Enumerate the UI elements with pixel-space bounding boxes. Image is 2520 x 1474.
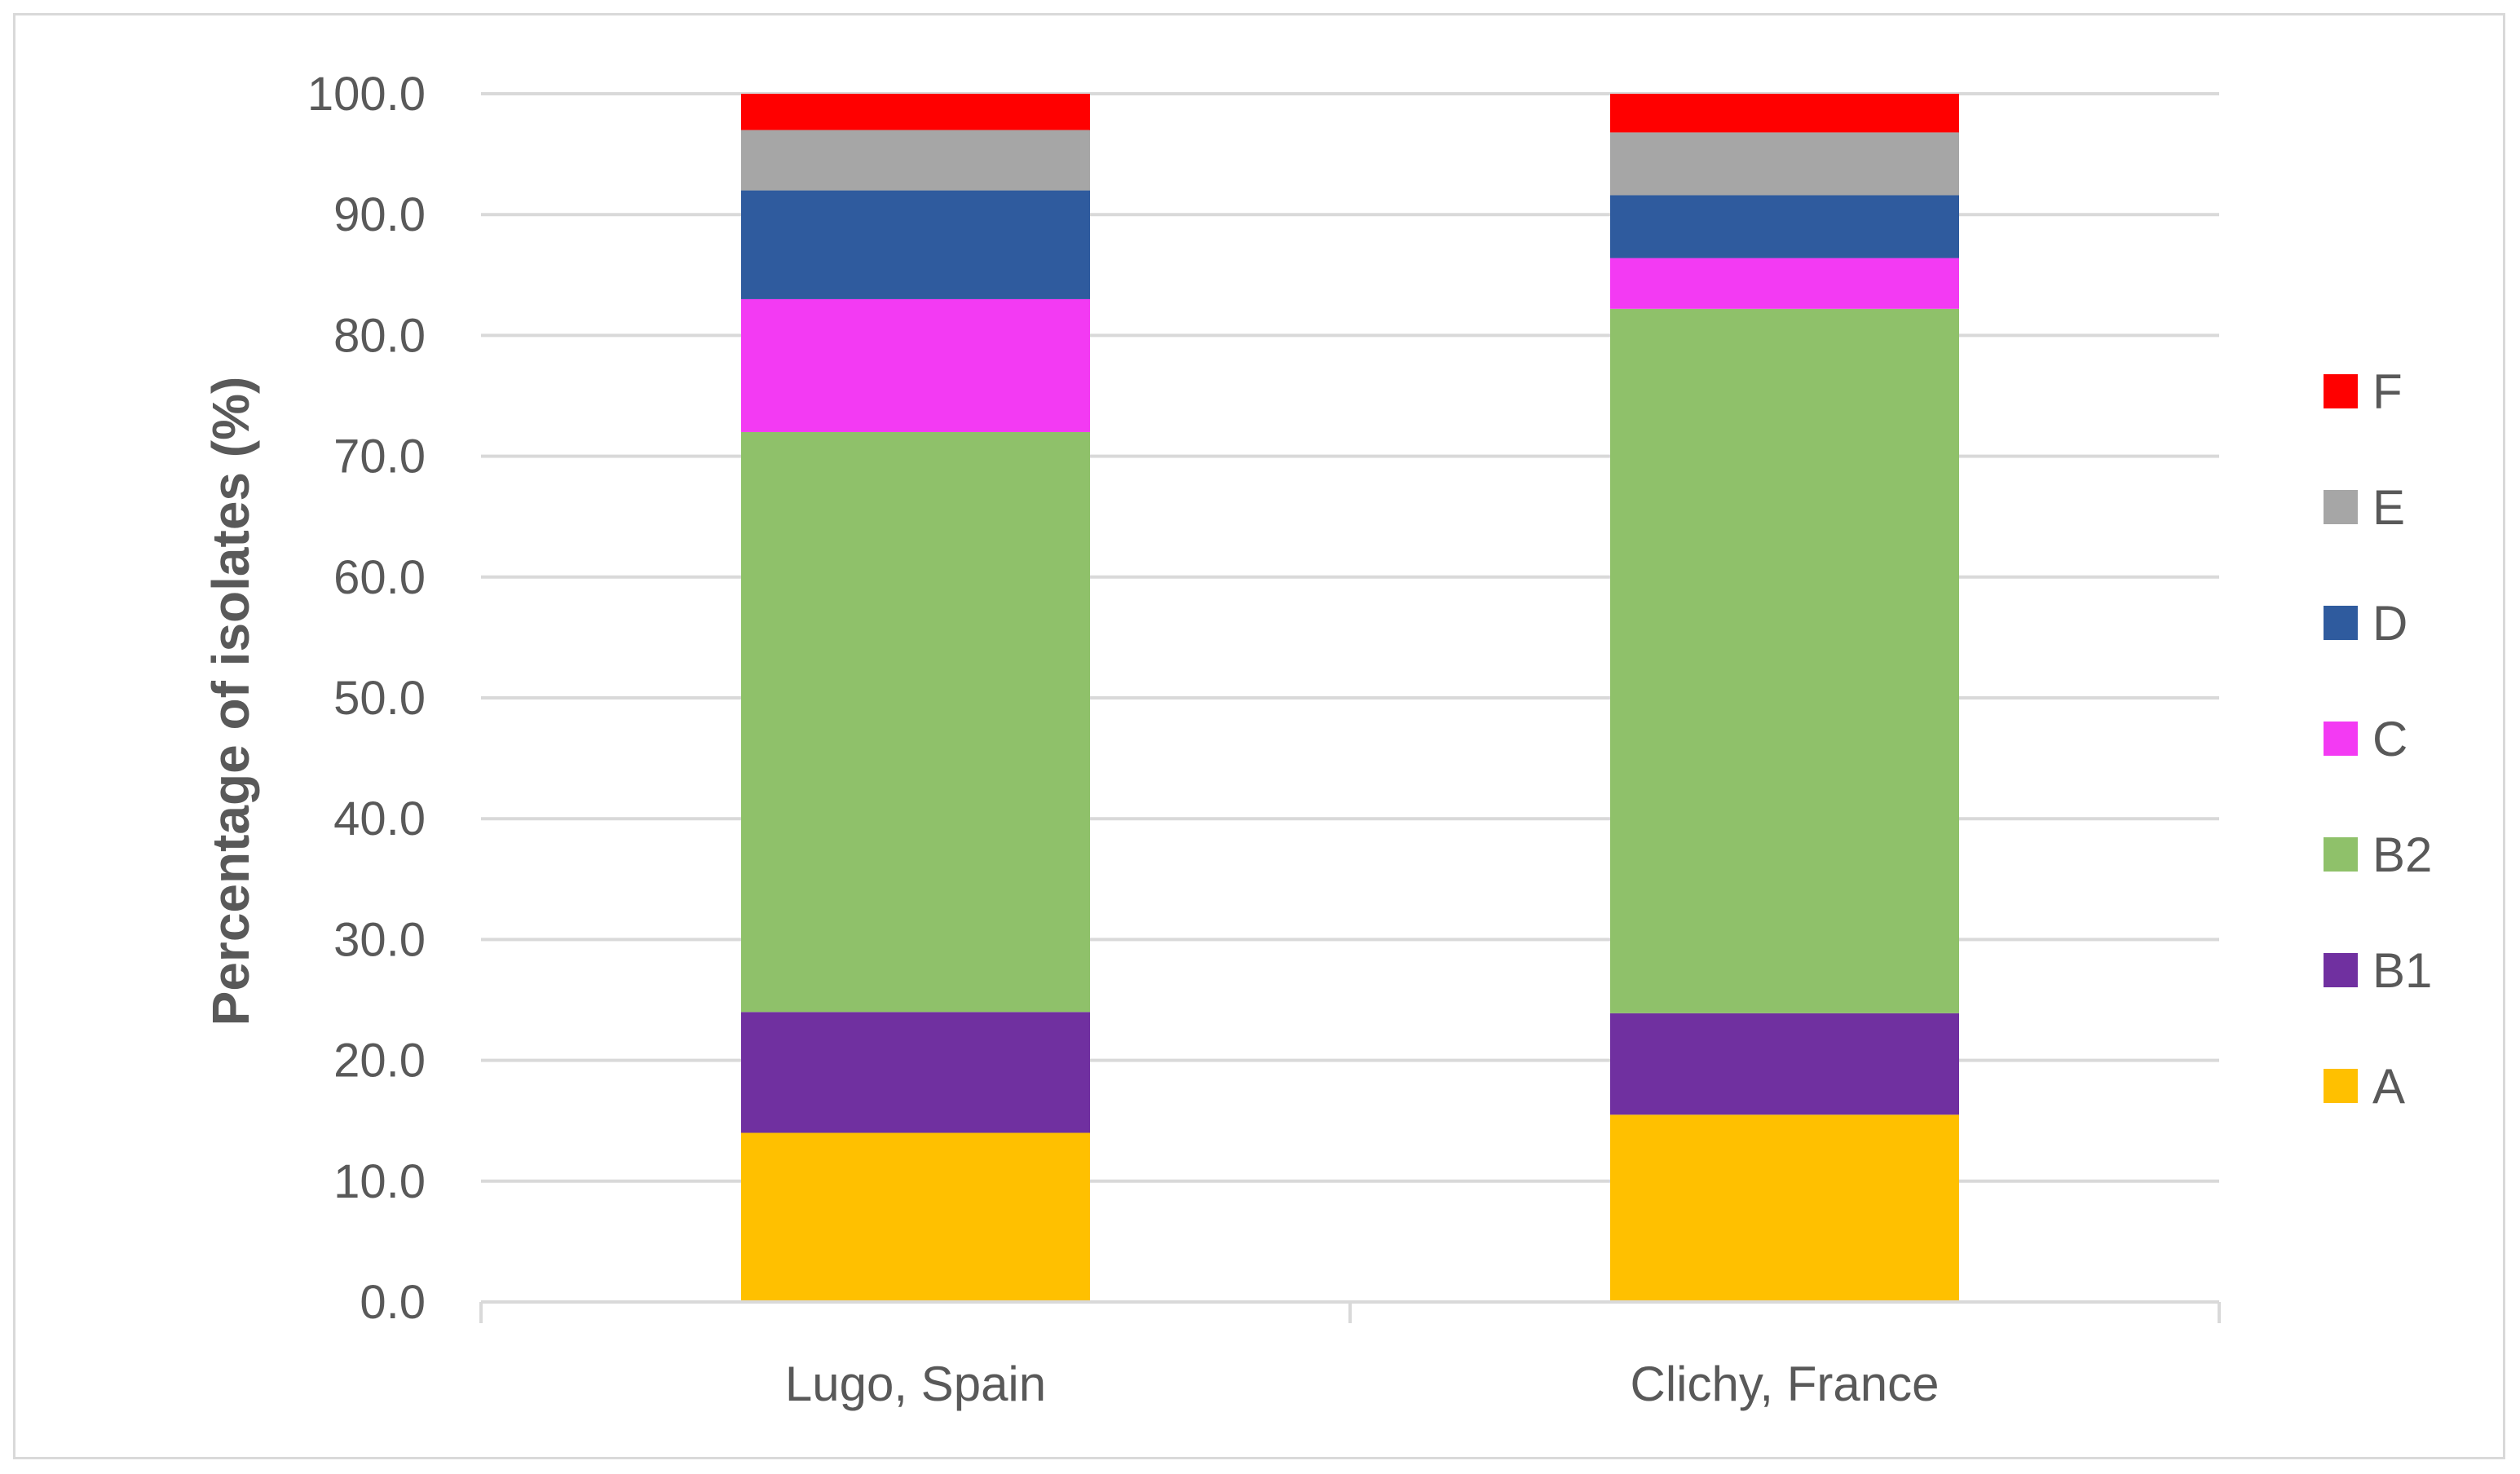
legend-label-d: D [2372, 596, 2407, 651]
bar-segment-e-2 [1610, 132, 1959, 196]
legend-swatch-b2 [2324, 837, 2358, 872]
y-tick-label: 20.0 [333, 1035, 426, 1088]
bar-segment-e-1 [741, 130, 1090, 191]
legend-swatch-a [2324, 1069, 2358, 1103]
bar-segment-f-2 [1610, 94, 1959, 133]
bar-segment-d-2 [1610, 195, 1959, 258]
legend-label-e: E [2372, 480, 2405, 535]
y-tick-label: 40.0 [333, 792, 426, 845]
bar-segment-b1-1 [741, 1012, 1090, 1133]
bar-segment-a-2 [1610, 1114, 1959, 1302]
bar-segment-f-1 [741, 94, 1090, 130]
y-tick-label: 50.0 [333, 672, 426, 725]
bar-segment-c-1 [741, 298, 1090, 432]
y-tick-label: 70.0 [333, 430, 426, 483]
bar-segment-c-2 [1610, 258, 1959, 309]
y-tick-label: 90.0 [333, 188, 426, 241]
y-tick-label: 0.0 [360, 1276, 426, 1329]
x-category-label: Clichy, France [1631, 1357, 1940, 1411]
legend-label-b1: B1 [2372, 943, 2432, 998]
bar-segment-b1-2 [1610, 1013, 1959, 1115]
bar-segment-a-1 [741, 1132, 1090, 1302]
legend-label-f: F [2372, 364, 2403, 419]
bars [741, 94, 1959, 1302]
y-tick-label: 80.0 [333, 309, 426, 362]
y-tick-label: 100.0 [307, 68, 426, 121]
y-tick-label: 10.0 [333, 1155, 426, 1208]
bar-segment-d-1 [741, 190, 1090, 299]
axes [479, 1300, 2221, 1323]
y-axis-title: Percentage of isolates (%) [201, 377, 260, 1026]
legend-label-c: C [2372, 712, 2407, 766]
legend: F E D C B2 B1 A [2324, 364, 2432, 1114]
bar-segment-b2-2 [1610, 308, 1959, 1013]
legend-swatch-f [2324, 374, 2358, 408]
legend-swatch-e [2324, 490, 2358, 524]
chart-area [13, 13, 2505, 1459]
x-category-label: Lugo, Spain [785, 1357, 1046, 1411]
legend-swatch-c [2324, 722, 2358, 756]
y-tick-label: 30.0 [333, 913, 426, 966]
y-tick-label: 60.0 [333, 551, 426, 604]
legend-swatch-b1 [2324, 953, 2358, 987]
bar-segment-b2-1 [741, 431, 1090, 1013]
legend-label-a: A [2372, 1059, 2405, 1114]
legend-label-b2: B2 [2372, 827, 2432, 882]
legend-swatch-d [2324, 606, 2358, 640]
y-axis-tick-labels: 0.0 10.0 20.0 30.0 40.0 50.0 60.0 70.0 80.0 90.0 1… [307, 68, 426, 1329]
x-axis-category-labels: Lugo, Spain Clichy, France [785, 1357, 1940, 1411]
